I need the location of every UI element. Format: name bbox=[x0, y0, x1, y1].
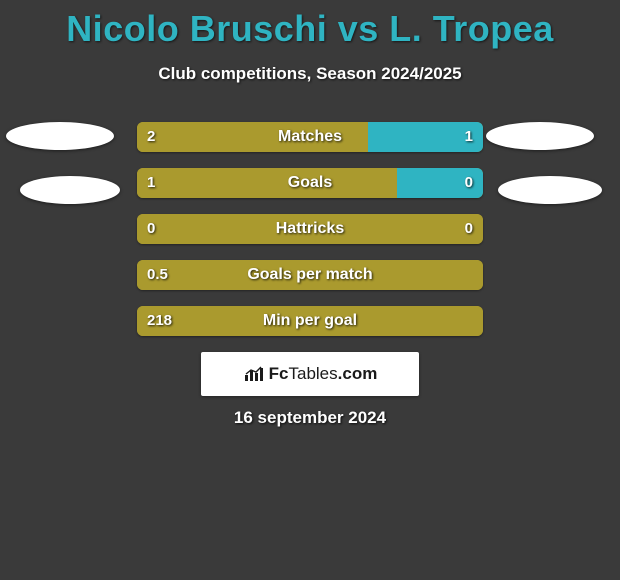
chart-icon bbox=[243, 365, 265, 383]
comparison-rows: 21Matches10Goals00Hattricks0.5Goals per … bbox=[0, 122, 620, 352]
brand-suffix: .com bbox=[338, 364, 378, 383]
decor-ellipse bbox=[6, 122, 114, 150]
value-left: 1 bbox=[147, 168, 155, 198]
comparison-row: 218Min per goal bbox=[0, 306, 620, 336]
decor-ellipse bbox=[20, 176, 120, 204]
bar-track bbox=[137, 214, 483, 244]
decor-ellipse bbox=[498, 176, 602, 204]
bar-left bbox=[137, 260, 483, 290]
bar-left bbox=[137, 122, 368, 152]
comparison-row: 0.5Goals per match bbox=[0, 260, 620, 290]
bar-track bbox=[137, 306, 483, 336]
subtitle: Club competitions, Season 2024/2025 bbox=[0, 64, 620, 84]
date-caption: 16 september 2024 bbox=[0, 408, 620, 428]
brand-text: FcTables.com bbox=[269, 364, 378, 384]
comparison-row: 00Hattricks bbox=[0, 214, 620, 244]
page-title: Nicolo Bruschi vs L. Tropea bbox=[0, 0, 620, 50]
value-left: 0.5 bbox=[147, 260, 168, 290]
bar-track bbox=[137, 260, 483, 290]
bar-left bbox=[137, 214, 483, 244]
brand-part-2: Tables bbox=[289, 364, 338, 383]
value-right: 0 bbox=[465, 168, 473, 198]
brand-part-1: Fc bbox=[269, 364, 289, 383]
value-left: 218 bbox=[147, 306, 172, 336]
value-left: 2 bbox=[147, 122, 155, 152]
bar-track bbox=[137, 168, 483, 198]
bar-left bbox=[137, 306, 483, 336]
value-right: 0 bbox=[465, 214, 473, 244]
value-right: 1 bbox=[465, 122, 473, 152]
bar-left bbox=[137, 168, 397, 198]
decor-ellipse bbox=[486, 122, 594, 150]
value-left: 0 bbox=[147, 214, 155, 244]
bar-track bbox=[137, 122, 483, 152]
brand-logo: FcTables.com bbox=[201, 352, 419, 396]
